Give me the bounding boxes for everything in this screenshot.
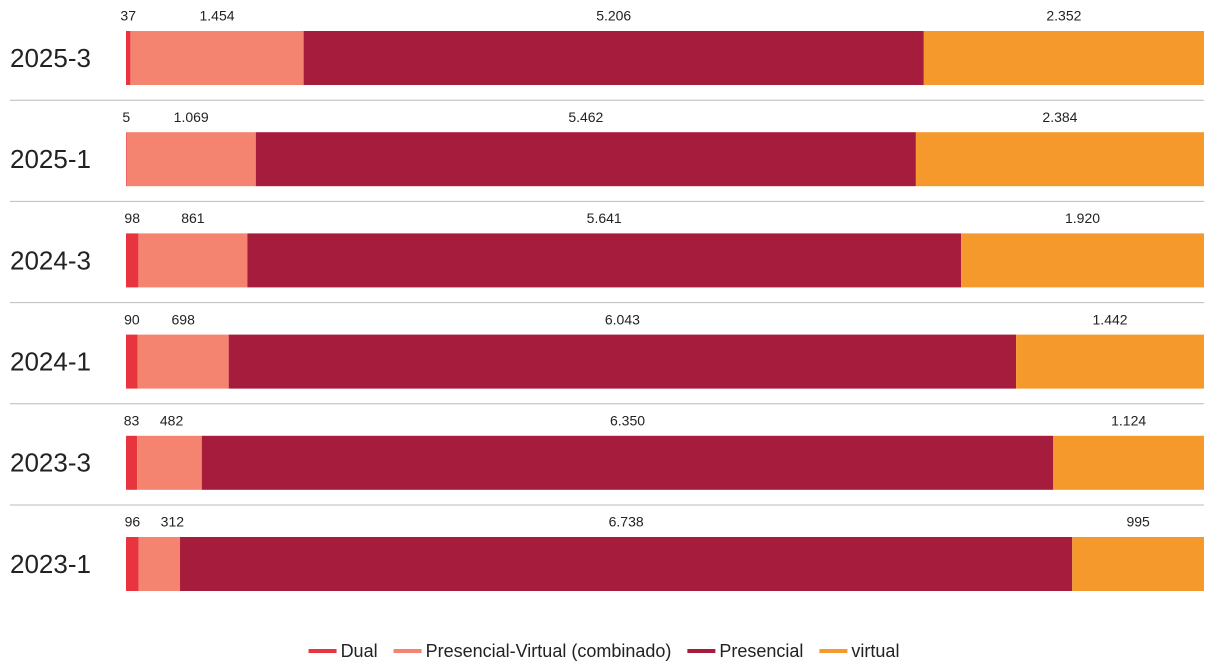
category-label: 2024-1 [10,346,91,376]
value-label: 1.454 [199,8,234,24]
bar-segment [228,334,1017,389]
value-label: 482 [160,413,184,429]
value-label: 98 [124,210,140,226]
bar-segment [126,537,139,591]
bar-segment [180,537,1073,591]
bar-segment [923,31,1204,85]
value-label: 2.384 [1042,109,1077,125]
bar-segment [137,435,202,490]
bar-segment [303,31,924,85]
bar-segment [1072,537,1204,591]
category-label: 2023-3 [10,448,91,478]
value-label: 995 [1126,514,1150,530]
bar-segment [961,233,1204,288]
bar-segment [247,233,962,288]
legend-swatch [308,649,337,653]
bar-segment [1016,334,1204,389]
bar-segment [255,132,916,187]
value-label: 6.350 [610,413,645,429]
bar-segment [138,537,181,591]
bar-segment [126,132,256,187]
value-label: 861 [181,210,205,226]
category-label: 2025-3 [10,43,91,73]
value-label: 90 [124,311,140,327]
bar-segment [126,31,131,85]
category-label: 2025-1 [10,144,91,174]
legend-swatch [393,649,422,653]
legend-swatch [819,649,848,653]
category-label: 2024-3 [10,245,91,275]
bar-segment [126,233,139,288]
value-label: 698 [172,311,196,327]
bar-segment [915,132,1204,187]
value-label: 1.442 [1093,311,1128,327]
value-label: 37 [120,8,136,24]
bar-segment [201,435,1054,490]
value-label: 5.206 [596,8,631,24]
bar-segment [130,31,304,85]
value-label: 83 [124,413,140,429]
bar-segment [137,334,229,389]
bar-segment [126,435,138,490]
value-label: 5.641 [587,210,622,226]
value-label: 312 [161,514,185,530]
legend-label: Presencial [719,641,803,661]
value-label: 1.069 [174,109,209,125]
bar-segment [1053,435,1204,490]
value-label: 1.920 [1065,210,1100,226]
bar-segment [138,233,248,288]
legend-label: Presencial-Virtual (combinado) [426,641,672,661]
bar-segment [126,334,138,389]
category-label: 2023-1 [10,549,91,579]
value-label: 2.352 [1046,8,1081,24]
value-label: 96 [125,514,141,530]
value-label: 5 [122,109,130,125]
legend-label: virtual [851,641,899,661]
value-label: 6.043 [605,311,640,327]
value-label: 1.124 [1111,413,1146,429]
value-label: 5.462 [568,109,603,125]
value-label: 6.738 [609,514,644,530]
legend-label: Dual [341,641,378,661]
bar-segment [126,132,127,187]
legend-swatch [687,649,716,653]
